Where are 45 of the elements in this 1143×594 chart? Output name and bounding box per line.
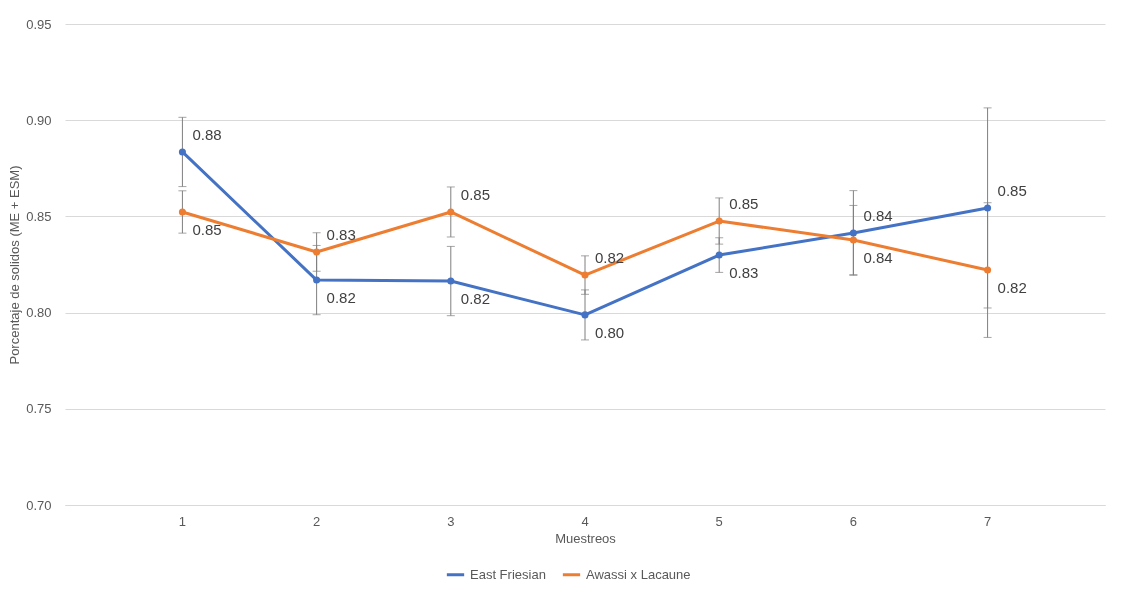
point bbox=[178, 208, 186, 216]
data-label: 0.83 bbox=[326, 225, 356, 243]
x-tick-label: 5 bbox=[715, 513, 723, 529]
point bbox=[715, 251, 723, 259]
data-label: 0.82 bbox=[460, 290, 491, 308]
data-label: 0.82 bbox=[997, 279, 1027, 297]
data-label: 0.84 bbox=[863, 249, 893, 267]
data-label: 0.83 bbox=[729, 264, 759, 282]
y-tick-label: 0.85 bbox=[26, 208, 52, 224]
point bbox=[581, 311, 589, 319]
y-tick-label: 0.95 bbox=[26, 16, 52, 32]
y-tick-label: 0.80 bbox=[26, 305, 52, 321]
point bbox=[313, 248, 321, 256]
point bbox=[313, 276, 321, 284]
data-label: 0.85 bbox=[192, 220, 222, 238]
data-label: 0.84 bbox=[863, 206, 893, 224]
point bbox=[178, 148, 186, 156]
x-tick-label: 7 bbox=[983, 513, 992, 529]
y-tick-label: 0.70 bbox=[26, 497, 52, 513]
y-tick-label: 0.75 bbox=[26, 401, 52, 417]
point bbox=[984, 266, 992, 274]
legend-label: Awassi x Lacaune bbox=[586, 566, 691, 582]
data-label: 0.85 bbox=[460, 185, 491, 203]
x-tick-label: 6 bbox=[849, 513, 857, 529]
data-label: 0.85 bbox=[997, 181, 1027, 199]
x-tick-label: 4 bbox=[581, 513, 589, 529]
x-axis-title: Muestreos bbox=[555, 530, 617, 546]
legend-label: East Friesian bbox=[470, 566, 546, 582]
point bbox=[447, 277, 455, 285]
y-axis-title: Porcentaje de solidos (ME + ESM) bbox=[7, 165, 23, 365]
point bbox=[849, 229, 857, 237]
data-label: 0.82 bbox=[326, 289, 356, 307]
point bbox=[581, 271, 589, 279]
x-tick-label: 2 bbox=[313, 513, 321, 529]
data-label: 0.85 bbox=[729, 195, 759, 213]
x-tick-label: 3 bbox=[447, 513, 455, 529]
data-label: 0.80 bbox=[595, 323, 625, 341]
data-label: 0.82 bbox=[595, 249, 625, 267]
y-tick-label: 0.90 bbox=[26, 112, 52, 128]
point bbox=[447, 208, 455, 216]
x-tick-label: 1 bbox=[178, 513, 187, 529]
data-label: 0.88 bbox=[192, 125, 222, 143]
point bbox=[984, 204, 992, 212]
point bbox=[715, 217, 723, 225]
point bbox=[849, 236, 857, 244]
